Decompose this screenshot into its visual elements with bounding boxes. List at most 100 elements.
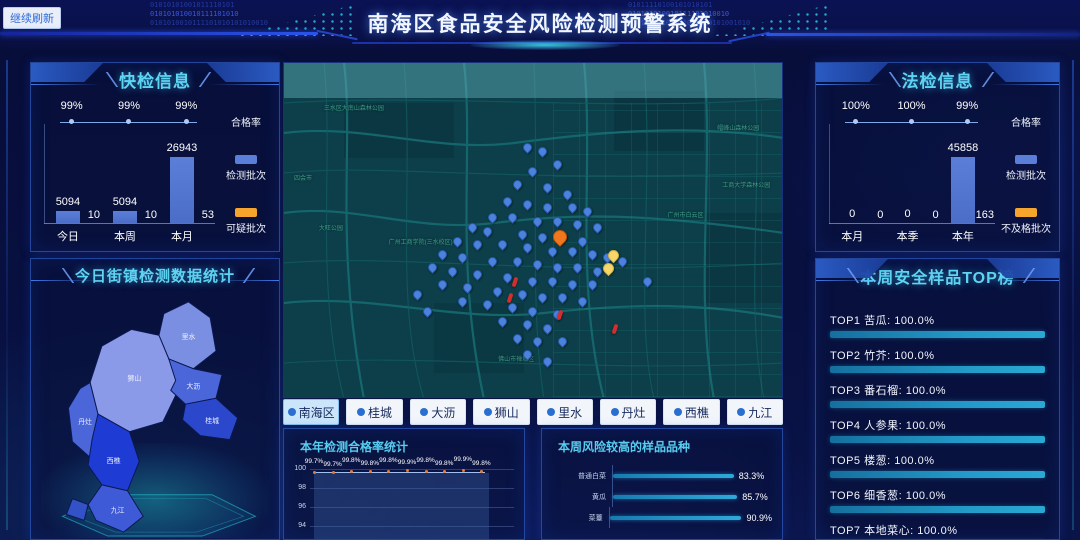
tab-dot-icon: [483, 408, 492, 416]
legend-fail-swatch-icon: [1015, 208, 1037, 217]
city-map[interactable]: 三水区大南山森林公园 四会市 大旺公园 广州工商学院(三水校区) 帽峰山森林公园 广州市白…: [283, 62, 783, 398]
corner-decor: [31, 63, 103, 82]
urban-grid-decor: [552, 103, 782, 397]
tab-九江[interactable]: 九江: [726, 399, 783, 425]
tab-南海区[interactable]: 南海区: [283, 399, 340, 425]
district-regions[interactable]: [65, 301, 239, 533]
y-axis: [829, 124, 830, 224]
category-label: 本季: [896, 231, 919, 243]
risk-row: 黄瓜 85.7%: [550, 486, 778, 507]
risk-bar[interactable]: [613, 473, 734, 478]
data-label: 99.8%: [434, 460, 454, 467]
legend-batches-swatch-icon: [235, 155, 257, 164]
legend-suspect-swatch-icon: [235, 208, 257, 217]
page-title: 南海区食品安全风险检测预警系统: [367, 13, 713, 36]
batch-value: 45858: [947, 142, 979, 154]
district-labels: 里水 狮山 大沥 桂城 丹灶 西樵 九江: [78, 332, 219, 514]
corner-decor: [816, 63, 888, 82]
svg-text:丹灶: 丹灶: [78, 417, 92, 426]
top-item-label: TOP2 竹芥: 100.0%: [830, 350, 935, 362]
data-point: [331, 471, 335, 474]
batch-bar[interactable]: [950, 157, 975, 223]
top-item: TOP6 细香葱: 100.0%: [830, 487, 1045, 513]
map-place-label: 工商大学森林公园: [722, 182, 771, 189]
category-label: 本月: [170, 231, 193, 243]
gridline: [310, 469, 514, 470]
data-label: 99.9%: [453, 456, 473, 463]
risk-bar[interactable]: [609, 515, 742, 520]
top-item-bar[interactable]: [830, 331, 1045, 338]
right-edge-decor: [1072, 60, 1074, 530]
slash-decor: [98, 72, 119, 87]
rate-label: 99%: [60, 100, 83, 112]
header-line: [766, 33, 1080, 36]
data-point: [387, 470, 391, 473]
top-item-bar[interactable]: [830, 471, 1045, 478]
panel-title: 今日街镇检测数据统计: [74, 268, 235, 285]
tab-label: 南海区: [298, 405, 335, 420]
category-label: 本周: [113, 231, 136, 243]
tab-丹灶[interactable]: 丹灶: [599, 399, 657, 425]
y-tick: 96: [298, 503, 306, 510]
top-item-bar[interactable]: [830, 436, 1045, 443]
secondary-value: 10: [144, 209, 157, 221]
top-samples-list: TOP1 苦瓜: 100.0% TOP2 竹芥: 100.0% TOP3 番石榴: …: [816, 292, 1059, 539]
tab-label: 西樵: [684, 405, 709, 420]
batch-bar[interactable]: [55, 211, 80, 223]
tab-西樵[interactable]: 西樵: [663, 399, 720, 425]
risk-bar[interactable]: [613, 494, 738, 499]
area-fill: [314, 473, 490, 539]
top-item-label: TOP7 本地菜心: 100.0%: [830, 525, 958, 537]
district-map-svg: 里水 狮山 大沥 桂城 丹灶 西樵 九江: [61, 301, 257, 537]
law-inspection-panel: 法检信息 合格率 检测批次 不及格批次 100% 100% 99% 0 0 本月 0 0 本季…: [815, 62, 1060, 252]
weekly-risk-panel: 本周风险较高的样品品种 普通白菜 83.3% 黄瓜 85.7% 菜薹 90.9%: [541, 428, 783, 540]
gridline: [310, 488, 514, 489]
y-tick: 94: [298, 522, 306, 529]
top-item-bar[interactable]: [830, 506, 1045, 513]
data-point: [313, 471, 316, 474]
batch-bar[interactable]: [112, 211, 137, 223]
batch-value: 0: [904, 208, 911, 220]
rate-label: 99%: [175, 100, 198, 112]
region-桂城[interactable]: [182, 397, 239, 441]
bar-group: 0 0 本季: [884, 124, 939, 243]
rate-label: 100%: [897, 100, 926, 112]
district-map[interactable]: 里水 狮山 大沥 桂城 丹灶 西樵 九江: [31, 292, 279, 538]
category-label: 本年: [951, 231, 974, 243]
corner-decor: [987, 63, 1059, 82]
slash-decor: [191, 72, 212, 87]
legend-suspect: 可疑批次: [226, 224, 266, 235]
top-item-bar[interactable]: [830, 366, 1045, 373]
tab-dot-icon: [673, 408, 682, 416]
risk-value: 90.9%: [746, 512, 772, 523]
top-item: TOP5 楼葱: 100.0%: [830, 452, 1045, 478]
risk-label: 菜薹: [588, 514, 603, 522]
slash-decor: [881, 72, 901, 87]
top-item-label: TOP3 番石榴: 100.0%: [830, 385, 947, 397]
data-point: [480, 470, 484, 473]
tab-桂城[interactable]: 桂城: [346, 399, 403, 425]
corner-decor: [207, 63, 279, 82]
map-place-label: 四会市: [293, 176, 312, 183]
secondary-value: 53: [201, 209, 214, 221]
header-glow: [470, 40, 620, 50]
tab-大沥[interactable]: 大沥: [409, 399, 467, 425]
legend-batches: 检测批次: [226, 171, 266, 182]
svg-text:九江: 九江: [111, 505, 125, 514]
bar-groups: 5094 10 今日 5094 10 本周 26943 53 本月: [44, 124, 215, 243]
map-top-strip: [284, 63, 782, 98]
top-item: TOP2 竹芥: 100.0%: [830, 347, 1045, 373]
continue-refresh-button[interactable]: 继续刷新: [3, 7, 61, 29]
rate-labels: 100% 100% 99%: [828, 100, 995, 112]
left-edge-decor: [6, 60, 8, 530]
tab-里水[interactable]: 里水: [536, 399, 593, 425]
batch-bar[interactable]: [169, 157, 194, 223]
top-item-bar[interactable]: [830, 401, 1045, 408]
data-point: [461, 469, 465, 472]
map-place-label: 广州市白云区: [667, 212, 704, 219]
year-pass-rate-chart: 1009896949299.7%99.7%99.8%99.8%99.8%99.9…: [284, 456, 524, 539]
data-label: 99.8%: [341, 457, 361, 464]
region-island[interactable]: [65, 498, 89, 521]
tab-狮山[interactable]: 狮山: [473, 399, 530, 425]
bar-group: 26943 53 本月: [158, 124, 215, 243]
